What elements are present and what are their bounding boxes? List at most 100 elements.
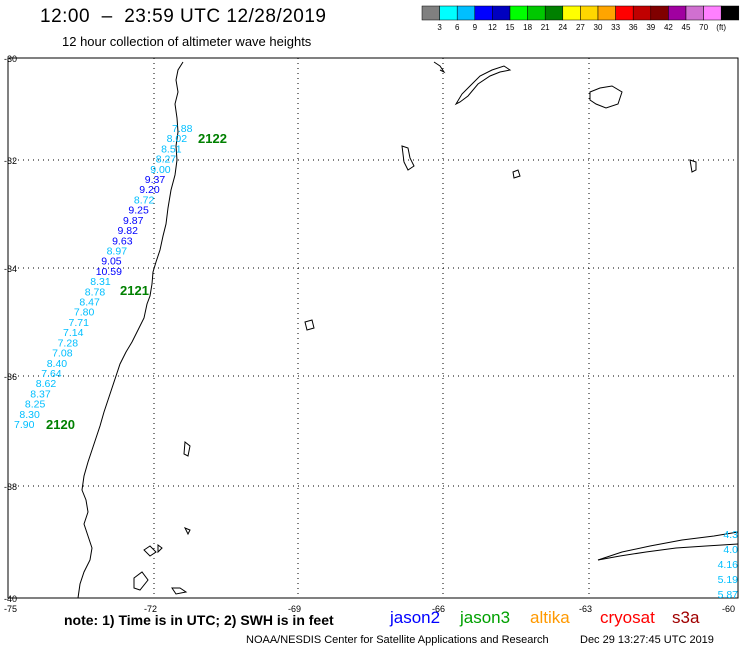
footer-note: note: 1) Time is in UTC; 2) SWH is in fe… <box>64 612 334 628</box>
map-title: 12:00 – 23:59 UTC 12/28/2019 <box>40 6 327 27</box>
legend-swatch <box>562 5 581 21</box>
lat-label: -40 <box>4 594 17 604</box>
wave-height-value: 9.63 <box>112 235 133 247</box>
generation-timestamp: Dec 29 13:27:45 UTC 2019 <box>580 634 714 646</box>
wave-height-value: 7.08 <box>52 348 73 360</box>
wave-height-value: 8.27 <box>156 154 177 166</box>
lat-label: -38 <box>4 482 17 492</box>
lon-label: -60 <box>722 604 735 614</box>
legend-label: 3 <box>437 23 442 32</box>
lat-label: -34 <box>4 264 17 274</box>
legend-label: 15 <box>506 23 515 32</box>
legend-unit: (ft) <box>716 23 726 32</box>
lon-axis-labels: -75 -72 -69 -66 -63 -60 <box>4 604 735 614</box>
legend-swatch <box>474 5 493 21</box>
wave-height-value: 7.71 <box>69 317 90 329</box>
wave-height-value: 10.59 <box>96 266 122 278</box>
legend-label: 36 <box>629 23 638 32</box>
lat-label: -32 <box>4 156 17 166</box>
wave-height-values: 7.888.028.518.279.009.379.208.729.259.87… <box>14 123 193 431</box>
legend-swatch <box>492 5 511 21</box>
legend-label: 39 <box>646 23 655 32</box>
legend-swatch <box>439 5 458 21</box>
wave-height-value: 7.14 <box>63 327 84 339</box>
wave-height-value: 8.51 <box>161 143 182 155</box>
wave-height-value: 5.87 <box>718 589 739 601</box>
wave-height-value: 5.19 <box>718 574 739 586</box>
wave-height-value: 8.97 <box>107 246 128 258</box>
color-legend: 3 6 9 12 15 18 21 24 27 30 33 36 39 42 45 70 (ft) <box>421 5 740 32</box>
wave-height-value: 8.72 <box>134 194 155 206</box>
lon-label: -72 <box>144 604 157 614</box>
edge-wave-height-values: 4.3 4.0 4.16 5.19 5.87 <box>718 529 739 601</box>
wave-height-value: 9.82 <box>118 225 139 237</box>
legend-swatch <box>720 5 740 21</box>
track-label-2122: 2122 <box>198 131 227 146</box>
legend-swatch <box>580 5 599 21</box>
wave-height-value: 4.16 <box>718 559 739 571</box>
wave-height-value: 7.64 <box>41 368 62 380</box>
map-frame <box>7 57 739 599</box>
wave-height-value: 4.0 <box>723 544 738 556</box>
coastline <box>77 61 739 599</box>
legend-swatch <box>615 5 634 21</box>
legend-label: 30 <box>594 23 603 32</box>
wave-height-value: 8.25 <box>25 399 46 411</box>
wave-height-value: 9.37 <box>145 174 166 186</box>
wave-height-value: 8.78 <box>85 286 106 298</box>
map-subtitle: 12 hour collection of altimeter wave hei… <box>62 34 312 49</box>
lon-label: -66 <box>432 604 445 614</box>
track-label-2120: 2120 <box>46 417 75 432</box>
wave-height-value: 9.25 <box>128 205 149 217</box>
legend-swatch <box>632 5 652 21</box>
legend-label: 12 <box>488 23 497 32</box>
wave-height-value: 9.05 <box>101 256 122 268</box>
wave-height-value: 4.3 <box>723 529 738 541</box>
legend-swatch <box>668 5 687 21</box>
wave-height-value: 7.90 <box>14 419 35 431</box>
wave-height-value: 8.37 <box>30 388 51 400</box>
legend-swatch <box>650 5 669 21</box>
wave-height-value: 7.28 <box>58 337 79 349</box>
legend-swatch <box>509 5 528 21</box>
lat-label: -36 <box>4 372 17 382</box>
legend-swatch <box>527 5 546 21</box>
wave-height-value: 9.87 <box>123 215 144 227</box>
legend-swatch <box>544 5 564 21</box>
satellite-altika-label: altika <box>530 608 570 627</box>
satellite-cryosat-label: cryosat <box>600 608 655 627</box>
legend-label: 45 <box>682 23 691 32</box>
wave-height-value: 8.62 <box>36 378 57 390</box>
legend-swatch <box>685 5 704 21</box>
legend-label: 21 <box>541 23 550 32</box>
legend-label: 18 <box>523 23 532 32</box>
legend-label: 24 <box>558 23 567 32</box>
legend-swatch <box>421 5 440 21</box>
legend-label: 9 <box>473 23 478 32</box>
legend-label: 33 <box>611 23 620 32</box>
satellite-s3a-label: s3a <box>672 608 700 627</box>
lon-label: -63 <box>579 604 592 614</box>
legend-label: 42 <box>664 23 673 32</box>
graticule <box>8 58 738 598</box>
credit-line: NOAA/NESDIS Center for Satellite Applica… <box>246 634 549 646</box>
wave-height-value: 8.02 <box>167 133 188 145</box>
legend-swatch <box>597 5 616 21</box>
legend-label: 6 <box>455 23 460 32</box>
lon-label: -69 <box>288 604 301 614</box>
legend-swatch <box>456 5 476 21</box>
legend-label: 70 <box>699 23 708 32</box>
wave-height-value: 9.00 <box>150 164 171 176</box>
satellite-jason3-label: jason3 <box>460 608 511 627</box>
wave-height-value: 8.30 <box>19 409 40 421</box>
wave-height-value: 7.80 <box>74 307 95 319</box>
legend-label: 27 <box>576 23 585 32</box>
wave-height-value: 8.40 <box>47 358 68 370</box>
wave-height-value: 7.88 <box>172 123 193 135</box>
wave-height-value: 8.31 <box>90 276 111 288</box>
lat-axis-labels: -30 -32 -34 -36 -38 -40 <box>4 54 17 604</box>
wave-height-value: 9.20 <box>139 184 160 196</box>
track-label-2121: 2121 <box>120 283 149 298</box>
lat-label: -30 <box>4 54 17 64</box>
